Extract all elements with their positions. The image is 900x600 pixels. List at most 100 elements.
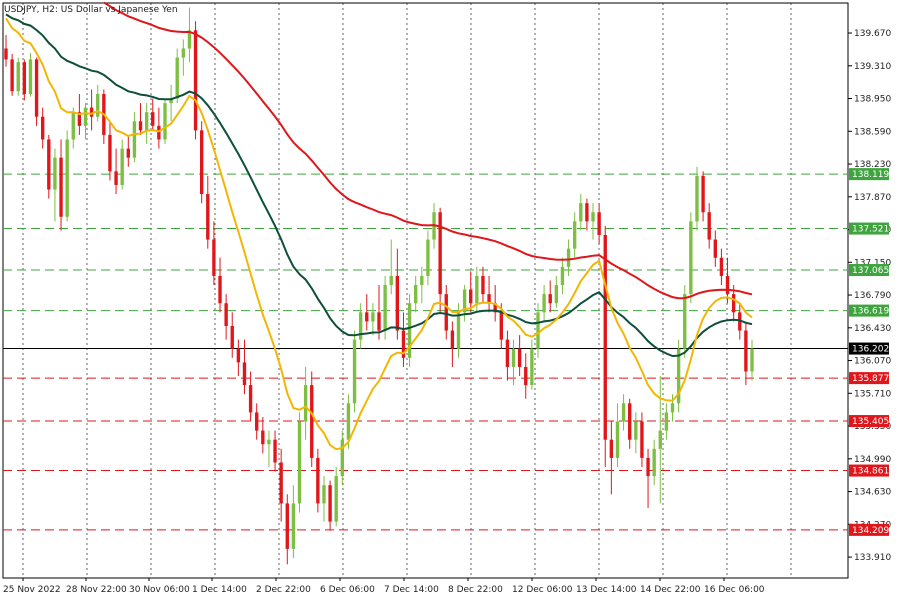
candle-body [603,235,607,440]
candle-body [114,171,118,185]
grid-layer [2,2,849,579]
candle-body [34,59,39,117]
candle-body [566,248,571,267]
candle-body [297,421,302,504]
candle-body [450,330,455,349]
candle-body [230,325,234,349]
candle-body [334,476,338,522]
y-tick-label: 136.790 [854,291,891,301]
candle-body [414,285,418,304]
y-tick-label: 138.230 [854,160,891,170]
candle-body [597,212,601,236]
x-tick-label: 12 Dec 06:00 [512,585,573,595]
candle-body [138,121,143,131]
candle-body [628,403,632,440]
candle-body [640,421,644,458]
x-tick-label: 2 Dec 22:00 [256,585,311,595]
candle-body [481,275,485,295]
candle-body [707,212,711,240]
candle-body [212,239,216,276]
candle-body [554,285,559,304]
x-tick-label: 13 Dec 14:00 [576,585,637,595]
horizontal-levels [3,173,848,531]
y-tick-label: 135.710 [854,389,891,399]
moving-average-red [103,1,753,300]
level-tag [849,372,889,385]
candle-body [395,275,400,331]
axes-layer: 25 Nov 2022 28 Nov 22:00 30 Nov 06:00 1 Dec… [3,29,891,595]
candle-body [340,439,344,477]
candle-body [689,221,693,295]
candle-body [151,112,155,126]
chart-title: USDJPY, H2: US Dollar vs Japanese Yen [4,5,178,15]
candle-body [579,203,583,222]
candle-body [560,266,565,286]
plot-frame [2,2,849,579]
level-tag [849,168,889,181]
level-tag [849,523,889,536]
candle-body [652,448,656,477]
x-tick-label: 25 Nov 2022 [3,585,61,595]
candle-body [83,107,88,126]
candle-body [615,421,620,458]
candle-body [462,289,467,313]
candle-body [401,330,406,358]
candle-body [144,112,149,131]
candle-body [248,385,253,413]
candle-body [658,430,662,449]
candle-body [536,312,540,349]
x-tick-label: 28 Nov 22:00 [66,585,127,595]
candle-body [77,112,82,126]
candle-body [175,57,179,99]
candle-body [199,130,204,195]
candle-body [469,289,473,304]
candle-body [255,412,259,431]
candle-body [41,116,45,140]
y-tick-label: 139.310 [854,62,891,72]
candle-body [676,348,681,404]
candle-body [371,312,375,322]
candle-body [96,93,100,117]
candle-body [236,348,241,363]
candle-body [291,503,296,549]
y-tick-label: 137.870 [854,193,891,203]
current-price-tag [849,342,889,355]
level-tag-label: 135.405 [852,417,889,427]
current-price-label: 136.202 [852,345,889,355]
candle-body [224,303,228,326]
candle-body [499,312,503,340]
candle-body [695,175,699,222]
x-tick-label: 8 Dec 22:00 [448,585,503,595]
candle-body [120,148,124,185]
candle-body [22,62,27,94]
level-tag [849,264,889,277]
candle-body [89,107,94,117]
candle-body [493,303,497,313]
candle-body [621,403,626,422]
y-tick-label: 136.070 [854,357,891,367]
candle-body [28,59,33,94]
candle-body [169,98,173,104]
candle-body [517,348,522,367]
x-tick-label: 14 Dec 22:00 [640,585,701,595]
x-tick-label: 6 Dec 06:00 [320,585,375,595]
candle-body [591,212,595,222]
level-tag [849,415,889,428]
candle-body [163,103,167,140]
candle-body [750,348,754,372]
candle-body [328,485,332,522]
candle-body [542,294,546,313]
y-tick-label: 138.950 [854,95,891,105]
moving-averages [5,1,753,451]
candle-body [646,457,650,477]
level-tag [849,464,889,477]
candle-body [16,62,20,92]
candle-body [242,362,247,386]
candle-body [206,194,210,240]
candle-body [285,503,289,549]
level-tag-label: 137.521 [852,225,889,235]
level-tag-label: 135.877 [852,374,889,384]
candle-body [438,212,442,295]
candle-body [47,139,51,190]
